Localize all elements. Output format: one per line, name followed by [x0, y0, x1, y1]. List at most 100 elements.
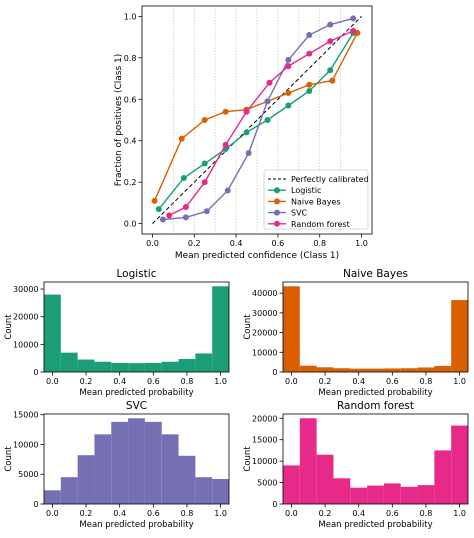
histogram-bar: [434, 450, 452, 504]
svc-point: [182, 214, 189, 221]
x-tick-label: 0.0: [146, 239, 159, 248]
logistic-point: [285, 102, 292, 109]
histogram-bar: [161, 434, 179, 504]
x-tick-label: 0.4: [113, 377, 126, 386]
svc-point: [306, 32, 313, 39]
y-tick-label: 10000: [13, 340, 38, 349]
histogram-bar: [144, 362, 162, 372]
naive-bayes-point: [151, 197, 158, 204]
legend-entry-naive-bayes: Naive Bayes: [268, 197, 341, 206]
x-tick-label: 0.2: [80, 377, 93, 386]
x-tick-label: 0.6: [147, 377, 160, 386]
x-tick-label: 0.4: [113, 509, 126, 518]
x-tick-label: 0.8: [420, 377, 433, 386]
svc-point: [264, 98, 271, 105]
histogram-naive-bayes: Naive Bayes 0.0 0.2 0.4 0.6 0.8 1.0 0 10000 20000…: [243, 268, 469, 398]
legend-marker: [274, 187, 280, 194]
y-tick-label: 0.6: [124, 95, 137, 104]
histogram-bar: [60, 477, 78, 504]
random-forest-point: [266, 79, 273, 86]
histogram-bar: [333, 368, 351, 372]
x-tick-label: 0.0: [285, 509, 298, 518]
histogram-bar: [299, 418, 317, 504]
histogram-y-axis-label: Count: [4, 314, 14, 340]
histogram-title: SVC: [126, 400, 147, 412]
legend-label: Random forest: [291, 220, 350, 229]
histogram-bars: [44, 286, 229, 372]
naive-bayes-point: [201, 117, 208, 123]
histogram-bar: [178, 359, 196, 372]
histogram-bar: [400, 368, 418, 372]
x-tick-label: 0.8: [181, 377, 194, 386]
histogram-title: Naive Bayes: [343, 268, 408, 280]
histogram-bar: [144, 421, 162, 504]
x-tick-label: 0.0: [46, 377, 59, 386]
histogram-bar: [44, 294, 61, 372]
x-tick-label: 0.0: [285, 377, 298, 386]
x-tick-label: 0.0: [46, 509, 59, 518]
histogram-bar: [195, 353, 213, 372]
histogram-bar: [417, 485, 435, 504]
histogram-bar: [367, 485, 384, 504]
y-tick-label: 10000: [252, 348, 277, 357]
histogram-bars: [283, 286, 468, 372]
random-forest-point: [350, 27, 357, 34]
logistic-point: [201, 160, 208, 167]
random-forest-point: [222, 141, 229, 148]
legend-label: Perfectly calibrated: [291, 175, 369, 184]
histogram-bar: [94, 434, 112, 504]
histogram-bar: [333, 478, 351, 504]
logistic-point: [306, 87, 313, 94]
y-tick-label: 10000: [252, 457, 277, 466]
histogram-bars: [44, 418, 229, 504]
svc-point: [224, 187, 231, 194]
x-tick-label: 0.8: [313, 239, 326, 248]
histogram-bar: [60, 352, 78, 372]
histogram-bar: [178, 455, 196, 504]
random-forest-point: [166, 212, 173, 219]
calibration-x-ticks: 0.0 0.2 0.4 0.6 0.8 1.0: [146, 234, 368, 248]
histogram-title: Random forest: [337, 400, 414, 412]
histogram-bar: [212, 479, 229, 504]
histogram-bar: [383, 368, 401, 372]
legend-marker: [274, 198, 280, 205]
y-tick-label: 5000: [257, 479, 277, 488]
x-tick-label: 0.6: [386, 377, 399, 386]
y-tick-label: 5000: [18, 470, 38, 479]
random-forest-point: [243, 108, 250, 115]
legend-items: Perfectly calibrated Logistic Naive Bayes S…: [268, 175, 369, 229]
x-tick-label: 1.0: [453, 509, 466, 518]
histogram-y-axis-label: Count: [243, 314, 253, 340]
y-tick-label: 40000: [252, 289, 277, 298]
histogram-bar: [111, 421, 129, 504]
histogram-bar: [161, 361, 179, 372]
histogram-logistic: Logistic 0.0 0.2 0.4 0.6 0.8 1.0 0 10000 20000 300…: [4, 268, 230, 398]
y-tick-label: 0: [272, 500, 277, 509]
histogram-y-axis-label: Count: [243, 446, 253, 472]
calibration-series: [151, 15, 361, 223]
histogram-bar: [77, 455, 95, 504]
histogram-bar: [195, 477, 213, 504]
legend-label: Naive Bayes: [291, 197, 341, 206]
series-svc: [159, 15, 357, 223]
histogram-bar: [316, 367, 334, 372]
histogram-bar: [128, 418, 145, 504]
histogram-x-axis-label: Mean predicted probability: [79, 388, 193, 398]
svc-point: [327, 21, 334, 28]
y-tick-label: 15000: [252, 436, 277, 445]
calibration-y-axis-label: Fraction of positives (Class 1): [114, 54, 124, 186]
histogram-bar: [111, 362, 129, 372]
calibration-y-ticks: 0.0 0.2 0.4 0.6 0.8 1.0: [124, 12, 142, 229]
y-tick-label: 0.0: [124, 220, 137, 229]
random-forest-point: [285, 63, 292, 70]
random-forest-point: [182, 204, 189, 211]
x-tick-label: 0.2: [319, 509, 332, 518]
x-tick-label: 0.4: [230, 239, 243, 248]
y-tick-label: 20000: [13, 313, 38, 322]
histogram-bar: [128, 363, 145, 372]
y-tick-label: 20000: [252, 329, 277, 338]
histogram-bar: [417, 367, 435, 372]
svc-point: [350, 15, 357, 22]
y-tick-label: 0: [33, 368, 38, 377]
series-random-forest: [166, 27, 357, 219]
